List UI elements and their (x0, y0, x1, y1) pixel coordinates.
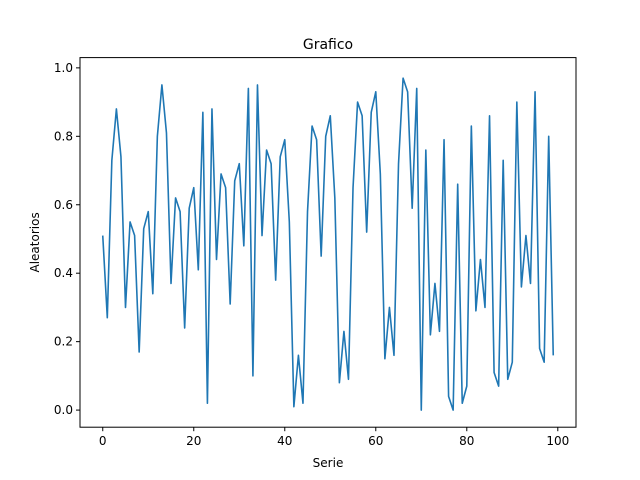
x-tick-label: 100 (546, 434, 569, 448)
x-tick-label: 0 (99, 434, 107, 448)
chart-title: Grafico (303, 37, 353, 53)
y-tick-label: 0.2 (54, 335, 73, 349)
y-tick-label: 0.4 (54, 266, 73, 280)
x-tick-label: 80 (459, 434, 474, 448)
y-tick-label: 0.0 (54, 403, 73, 417)
x-axis-label: Serie (313, 456, 344, 470)
y-tick-label: 1.0 (54, 61, 73, 75)
y-tick-label: 0.8 (54, 129, 73, 143)
x-tick-label: 40 (277, 434, 292, 448)
plot-area-frame (79, 57, 577, 428)
series-layer (101, 77, 555, 411)
y-axis-label: Aleatorios (28, 212, 42, 272)
x-tick-label: 60 (368, 434, 383, 448)
series-line (101, 77, 555, 411)
ticks-layer: 0 20 40 60 80 100 0.0 0.2 0.4 0.6 0.8 1.0 (54, 61, 569, 448)
x-tick-label: 20 (186, 434, 201, 448)
y-tick-label: 0.6 (54, 198, 73, 212)
